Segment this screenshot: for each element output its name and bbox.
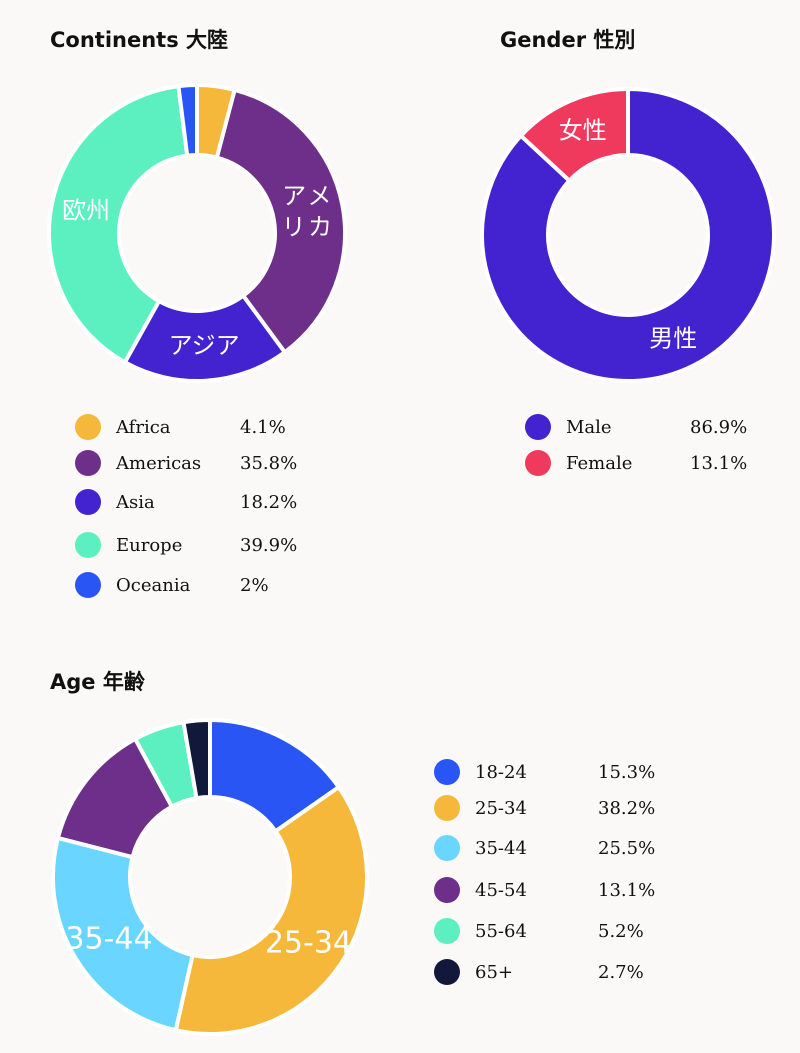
- legend-swatch: [75, 572, 101, 598]
- legend-swatch: [75, 450, 101, 476]
- legend-value: 2.7%: [598, 961, 644, 983]
- continents-slice-Oceania: [176, 82, 199, 158]
- legend-swatch: [525, 414, 551, 440]
- legend-value: 4.1%: [240, 416, 286, 438]
- age-title: Age 年齢: [50, 670, 145, 694]
- legend-label: 25-34: [475, 797, 527, 819]
- legend-label: 65+: [475, 961, 513, 983]
- gender-slice-Female: [518, 86, 630, 184]
- legend-label: 18-24: [475, 761, 527, 783]
- legend-label: Female: [566, 452, 633, 474]
- legend-label: Americas: [116, 452, 202, 474]
- legend-value: 18.2%: [240, 491, 298, 513]
- legend-swatch: [75, 414, 101, 440]
- gender-title: Gender 性別: [500, 28, 636, 52]
- legend-label: Asia: [116, 491, 155, 513]
- legend-value: 5.2%: [598, 920, 644, 942]
- continents-title: Continents 大陸: [50, 28, 229, 52]
- gender-slice-label: 女性: [558, 116, 607, 145]
- legend-label: 35-44: [475, 837, 527, 859]
- gender-slice-label: 男性: [649, 323, 698, 352]
- legend-label: Europe: [116, 534, 183, 556]
- legend-value: 86.9%: [690, 416, 748, 438]
- legend-label: Africa: [116, 416, 171, 438]
- continents-slice-label: アジア: [168, 331, 240, 360]
- age-slice-label: 25-34: [264, 925, 353, 961]
- legend-label: 55-64: [475, 920, 527, 942]
- legend-swatch: [75, 489, 101, 515]
- continents-slice-label: 欧州: [62, 196, 111, 225]
- legend-value: 39.9%: [240, 534, 298, 556]
- legend-label: Male: [566, 416, 612, 438]
- legend-value: 2%: [240, 574, 269, 596]
- continents-slice-label: アメリカ: [281, 181, 335, 241]
- legend-label: 45-54: [475, 879, 527, 901]
- legend-value: 35.8%: [240, 452, 298, 474]
- legend-value: 25.5%: [598, 837, 656, 859]
- legend-swatch: [434, 959, 460, 985]
- legend-swatch: [434, 759, 460, 785]
- legend-swatch: [75, 532, 101, 558]
- legend-swatch: [434, 835, 460, 861]
- legend-value: 13.1%: [598, 879, 656, 901]
- legend-swatch: [525, 450, 551, 476]
- age-slice-label: 35-44: [65, 921, 153, 957]
- legend-swatch: [434, 918, 460, 944]
- legend-label: Oceania: [116, 574, 191, 596]
- gender-slice-Male: [480, 86, 776, 383]
- continents-slice-Americas: [214, 87, 347, 355]
- age-slice-25-34: [173, 784, 369, 1036]
- legend-value: 15.3%: [598, 761, 656, 783]
- age-slice-35-44: [51, 835, 195, 1033]
- legend-value: 13.1%: [690, 452, 748, 474]
- age-slice-65+: [181, 717, 212, 801]
- legend-swatch: [434, 795, 460, 821]
- legend-value: 38.2%: [598, 797, 656, 819]
- legend-swatch: [434, 877, 460, 903]
- continents-slice-Europe: [47, 83, 190, 365]
